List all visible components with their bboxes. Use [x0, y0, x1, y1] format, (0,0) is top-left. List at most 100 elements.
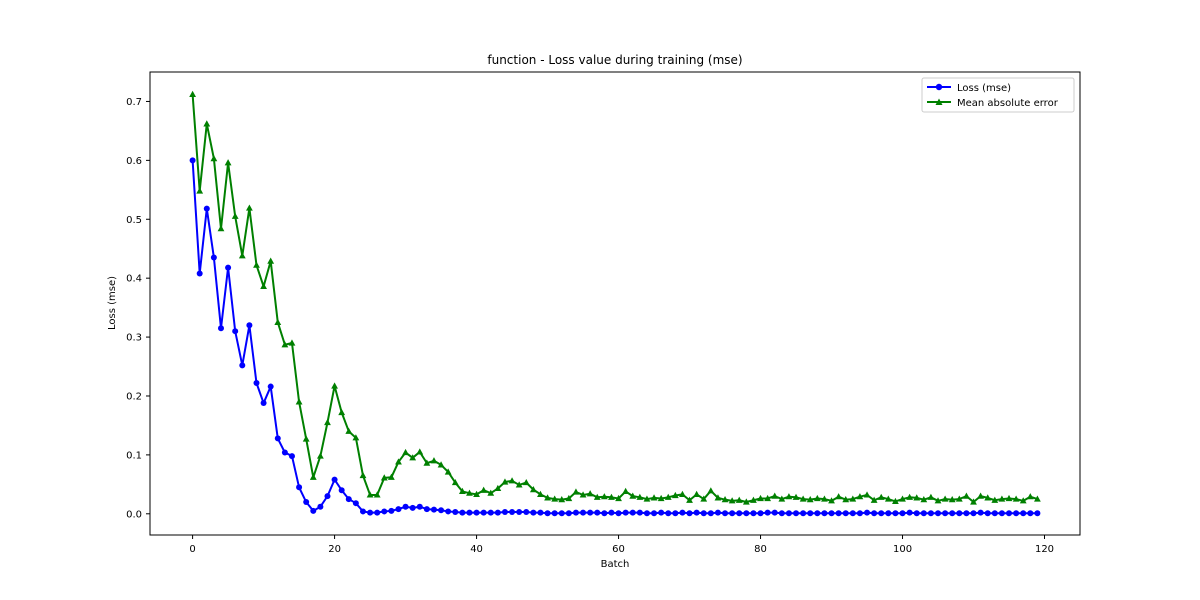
data-point-loss: [693, 509, 700, 516]
data-point-mae: [927, 493, 935, 500]
y-tick-label: 0.2: [126, 391, 142, 402]
data-point-loss: [629, 509, 636, 516]
data-point-loss: [509, 509, 516, 516]
data-point-loss: [516, 509, 523, 516]
data-point-loss: [679, 509, 686, 516]
data-point-loss: [480, 509, 487, 516]
data-point-mae: [487, 489, 495, 496]
data-point-mae: [622, 487, 630, 495]
data-point-loss: [359, 508, 366, 515]
data-point-mae: [1012, 495, 1020, 502]
data-point-loss: [572, 509, 579, 516]
data-point-loss: [885, 510, 892, 517]
data-point-loss: [459, 509, 466, 516]
data-point-loss: [246, 322, 253, 329]
data-point-mae: [558, 496, 566, 503]
data-point-loss: [771, 509, 778, 516]
data-point-loss: [189, 157, 196, 164]
data-point-loss: [430, 506, 437, 513]
data-point-loss: [871, 510, 878, 517]
data-point-mae: [849, 495, 857, 502]
data-point-loss: [615, 510, 622, 517]
data-point-loss: [388, 507, 395, 514]
data-point-mae: [600, 493, 608, 500]
data-point-mae: [302, 435, 310, 442]
data-point-mae: [1019, 497, 1027, 504]
data-point-loss: [658, 509, 665, 516]
data-point-mae: [324, 418, 331, 426]
data-point-mae: [473, 490, 480, 497]
series-loss: [189, 157, 1041, 517]
data-point-loss: [203, 205, 210, 212]
data-point-mae: [941, 495, 949, 502]
data-point-loss: [828, 510, 835, 517]
data-point-loss: [608, 509, 615, 516]
data-point-loss: [1027, 510, 1034, 517]
data-point-mae: [870, 496, 878, 503]
data-point-mae: [501, 478, 509, 485]
data-point-mae: [664, 493, 672, 500]
x-tick-label: 120: [1035, 544, 1054, 555]
data-point-mae: [657, 494, 665, 502]
data-point-mae: [458, 487, 466, 495]
data-point-loss: [210, 254, 217, 261]
data-point-mae: [274, 318, 282, 325]
data-point-loss: [842, 510, 849, 517]
data-point-loss: [622, 509, 629, 516]
data-point-mae: [813, 494, 821, 502]
data-point-loss: [949, 510, 956, 517]
data-point-mae: [757, 494, 764, 502]
data-point-loss: [374, 509, 381, 516]
x-tick-label: 60: [612, 544, 625, 555]
data-point-loss: [352, 500, 359, 507]
data-point-loss: [906, 509, 913, 516]
data-point-mae: [792, 493, 800, 500]
data-point-mae: [395, 458, 402, 465]
legend-box: [921, 77, 1075, 113]
data-point-mae: [735, 496, 743, 503]
data-point-mae: [707, 487, 715, 494]
data-point-mae: [579, 491, 587, 498]
data-point-mae: [948, 496, 956, 503]
data-point-mae: [409, 454, 417, 461]
x-tick-label: 40: [470, 544, 483, 555]
data-point-loss: [303, 499, 310, 506]
data-point-loss: [381, 508, 388, 515]
data-point-mae: [700, 495, 708, 502]
data-point-loss: [523, 509, 530, 516]
data-point-loss: [835, 510, 842, 517]
data-point-loss: [317, 503, 324, 510]
data-point-loss: [977, 509, 984, 516]
data-point-loss: [409, 504, 416, 511]
data-point-loss: [970, 510, 977, 517]
data-point-mae: [650, 494, 658, 501]
series-mae: [189, 90, 1041, 505]
data-point-mae: [224, 159, 232, 166]
data-point-mae: [913, 494, 921, 501]
data-point-loss: [1006, 510, 1013, 517]
data-point-loss: [338, 487, 345, 494]
data-point-loss: [288, 453, 295, 460]
data-point-loss: [807, 510, 814, 517]
data-point-loss: [707, 510, 714, 517]
data-point-loss: [984, 510, 991, 517]
data-point-loss: [402, 503, 409, 510]
data-point-loss: [217, 325, 224, 332]
data-point-mae: [537, 490, 544, 497]
x-tick-label: 0: [189, 544, 195, 555]
plot-frame: [149, 71, 1081, 536]
data-point-loss: [785, 510, 792, 517]
data-point-mae: [884, 495, 892, 502]
data-point-mae: [345, 427, 353, 434]
data-point-mae: [203, 120, 211, 127]
data-point-loss: [714, 509, 721, 516]
data-point-loss: [927, 510, 934, 517]
data-point-loss: [849, 510, 856, 517]
data-point-mae: [785, 493, 793, 500]
y-tick-label: 0.0: [126, 509, 142, 520]
data-point-mae: [821, 495, 828, 502]
data-point-mae: [977, 492, 985, 499]
data-point-mae: [608, 493, 615, 500]
data-point-loss: [395, 506, 402, 513]
